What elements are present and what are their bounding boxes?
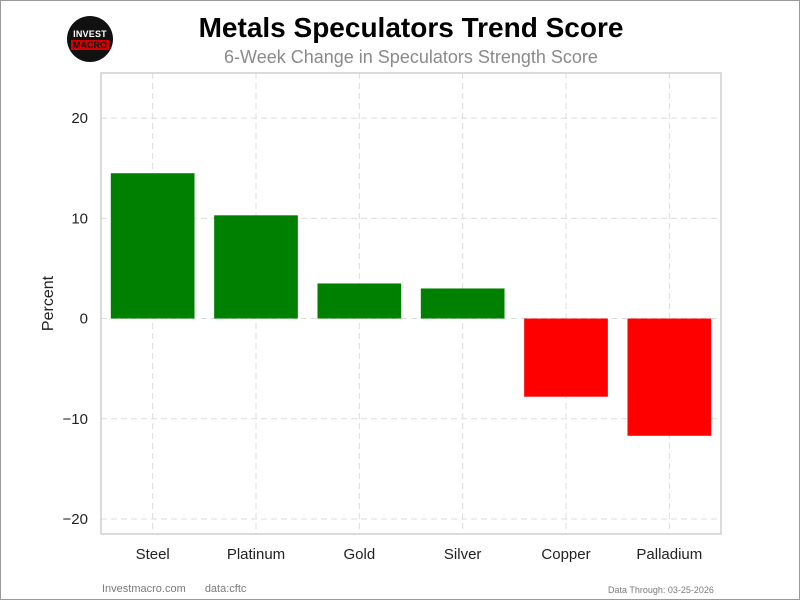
logo-text-invest: INVEST [73,28,107,39]
chart-subtitle: 6-Week Change in Speculators Strength Sc… [224,47,598,67]
x-tick-label: Steel [136,546,170,563]
bar-gold [317,283,402,319]
bars [110,173,712,436]
footer-sources: Investmacro.com data:cftc [102,583,246,595]
y-tick-label: 10 [71,210,88,227]
chart-title: Metals Speculators Trend Score [198,12,624,43]
x-tick-label: Copper [541,546,590,563]
investmacro-logo: INVEST MACRO [67,16,113,62]
bar-copper [524,318,608,397]
bar-steel [110,173,195,319]
x-tick-label: Palladium [636,546,702,563]
footer-data-source: data:cftc [204,583,247,595]
bar-platinum [214,215,298,319]
bar-silver [420,288,505,319]
x-tick-label: Silver [444,546,482,563]
y-tick-label: 20 [71,110,88,127]
footer-data-through: Data Through: 03-25-2026 [608,585,714,595]
x-tick-label: Gold [343,546,375,563]
footer-site: Investmacro.com [102,583,186,595]
bar-palladium [627,318,712,436]
y-tick-label: −10 [63,411,88,428]
y-tick-label: −20 [63,511,88,528]
plot-area-border [100,72,722,535]
y-axis-label: Percent [40,275,57,331]
y-tick-label: 0 [80,311,88,328]
tick-labels: 20 10 0 −10 −20 Steel Platinum Gold Silver Copper… [63,110,703,563]
x-tick-label: Platinum [227,546,285,563]
logo-text-macro: MACRO [71,39,109,50]
